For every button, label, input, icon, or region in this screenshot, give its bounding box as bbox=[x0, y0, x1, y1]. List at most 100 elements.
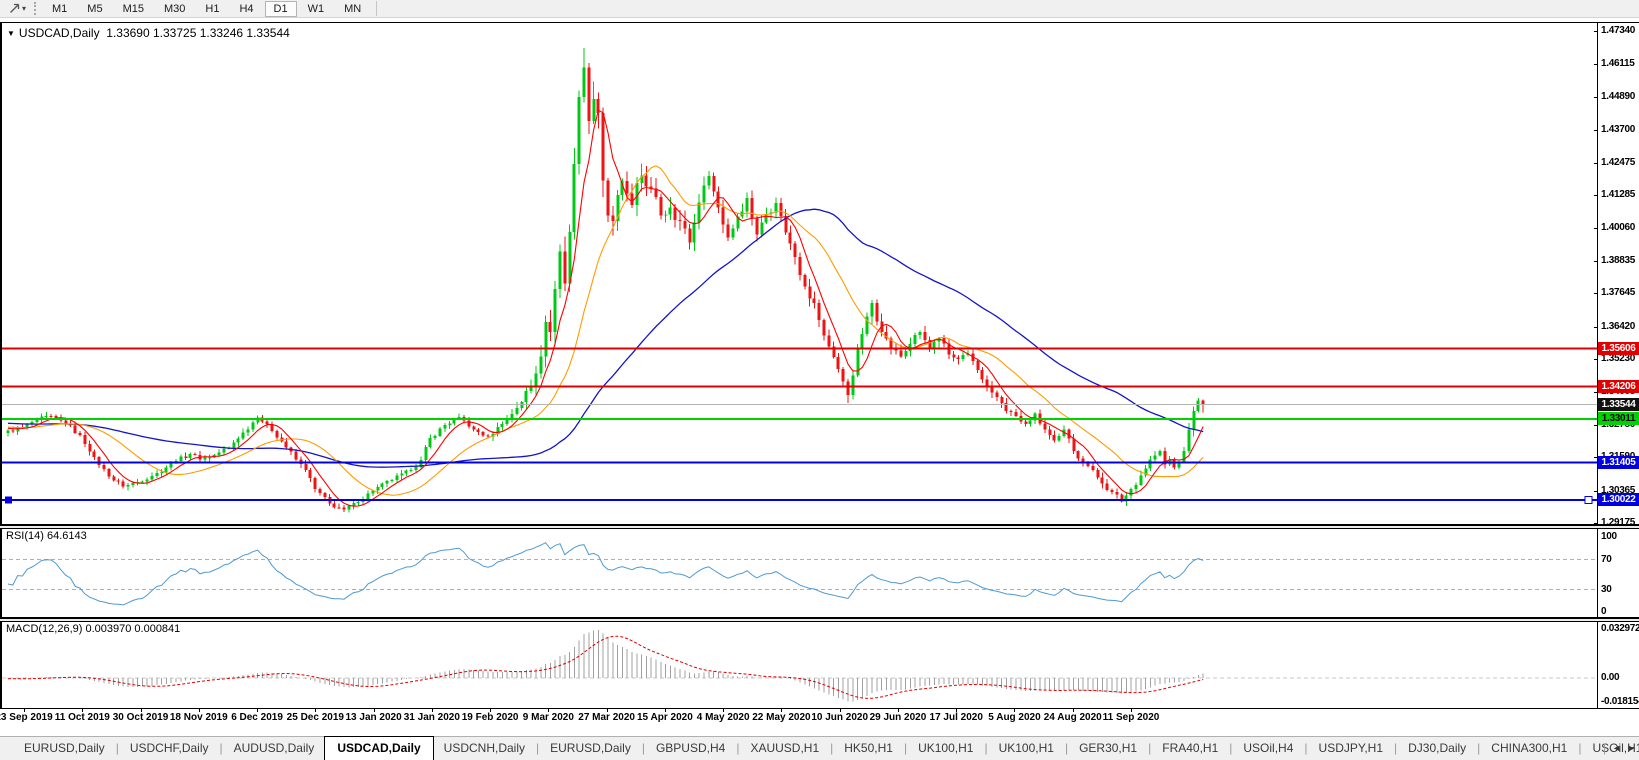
chart-tab-usdchf-daily[interactable]: USDCHF,Daily bbox=[129, 741, 209, 755]
date-axis-label: 30 Oct 2019 bbox=[112, 712, 169, 723]
candles-layer bbox=[6, 47, 1205, 513]
price-axis-label: 1.42475 bbox=[1601, 156, 1636, 168]
price-axis-tick bbox=[1594, 64, 1598, 66]
toolbar-grip bbox=[34, 2, 37, 15]
price-axis-tick bbox=[1594, 261, 1598, 263]
horizontal-lines-layer[interactable] bbox=[2, 347, 1597, 504]
date-axis-label: 15 Apr 2020 bbox=[637, 712, 693, 723]
date-axis-tick bbox=[1131, 709, 1132, 712]
tab-separator: | bbox=[1229, 741, 1233, 755]
price-axis-tick bbox=[1594, 392, 1598, 394]
date-axis-tick bbox=[82, 709, 84, 712]
macd-pane-separator[interactable] bbox=[0, 617, 1639, 622]
date-axis-label: 31 Jan 2020 bbox=[403, 712, 460, 723]
moving-averages-layer bbox=[7, 109, 1204, 507]
main-price-pane[interactable] bbox=[2, 47, 1597, 513]
timeframe-button-m30[interactable]: M30 bbox=[163, 2, 186, 15]
price-axis-tick bbox=[1594, 490, 1598, 492]
macd-axis-max: 0.032972 bbox=[1601, 623, 1639, 634]
timeframe-button-mn[interactable]: MN bbox=[344, 2, 362, 15]
macd-pane[interactable] bbox=[2, 630, 1597, 702]
date-axis-label: 22 May 2020 bbox=[752, 712, 811, 723]
date-axis-tick bbox=[723, 709, 725, 712]
timeframe-button-h1[interactable]: H1 bbox=[205, 2, 220, 15]
chart-tab-fra40-h1[interactable]: FRA40,H1 bbox=[1162, 741, 1219, 755]
tab-separator: | bbox=[1394, 741, 1398, 755]
chart-ohlc-values: 1.33690 1.33725 1.33246 1.33544 bbox=[106, 26, 290, 40]
rsi-line bbox=[7, 542, 1204, 606]
timeframe-button-h4[interactable]: H4 bbox=[239, 2, 254, 15]
tab-scroll-left-icon[interactable]: ◄ bbox=[1612, 743, 1622, 753]
chart-tab-xauusd-h1[interactable]: XAUUSD,H1 bbox=[750, 741, 820, 755]
timeframe-toolbar: ▾ M1 M5 M15 M30 H1 H4 D1 W1 MN bbox=[0, 0, 1639, 18]
price-axis-tick bbox=[1594, 97, 1598, 99]
cursor-tool-button[interactable]: ▾ bbox=[4, 1, 30, 17]
chart-bottom-border bbox=[0, 708, 1639, 709]
chart-tab-uk100-h1[interactable]: UK100,H1 bbox=[998, 741, 1054, 755]
rsi-indicator-label: RSI(14) 64.6143 bbox=[6, 530, 87, 542]
chart-tab-usdjpy-h1[interactable]: USDJPY,H1 bbox=[1318, 741, 1384, 755]
timeframe-button-m15[interactable]: M15 bbox=[122, 2, 144, 15]
tab-separator: | bbox=[830, 741, 834, 755]
date-axis-tick bbox=[315, 709, 317, 712]
date-axis-label: 11 Oct 2019 bbox=[54, 712, 110, 723]
timeframe-button-m1[interactable]: M1 bbox=[52, 2, 68, 15]
tab-separator: | bbox=[115, 741, 119, 755]
chart-tab-audusd-daily[interactable]: AUDUSD,Daily bbox=[233, 741, 315, 755]
price-axis-tick bbox=[1594, 293, 1598, 295]
timeframe-button-m5[interactable]: M5 bbox=[87, 2, 103, 15]
price-axis-label: 1.46115 bbox=[1601, 58, 1635, 70]
macd-axis-min: -0.018154 bbox=[1601, 696, 1639, 707]
date-axis-tick bbox=[431, 709, 433, 712]
timeframe-button-d1[interactable]: D1 bbox=[264, 0, 297, 17]
hline-handle-right[interactable] bbox=[1584, 495, 1593, 504]
tab-scroll-right-icon[interactable]: ► bbox=[1627, 743, 1636, 753]
hline-handle-left[interactable] bbox=[5, 496, 12, 504]
date-axis-label: 17 Jul 2020 bbox=[929, 712, 983, 723]
rsi-axis-label: 30 bbox=[1601, 583, 1612, 595]
chart-tab-gbpusd-h4[interactable]: GBPUSD,H4 bbox=[655, 741, 726, 755]
date-axis-label: 9 Mar 2020 bbox=[522, 712, 574, 723]
price-badge-1.33011: 1.33011 bbox=[1598, 412, 1639, 426]
price-axis-label: 1.41285 bbox=[1601, 188, 1636, 200]
date-axis-tick bbox=[373, 709, 375, 712]
date-axis-tick bbox=[1072, 709, 1074, 712]
date-axis-label: 27 Mar 2020 bbox=[578, 712, 635, 723]
chart-window-top-border bbox=[0, 22, 1639, 23]
rsi-pane[interactable] bbox=[2, 542, 1597, 606]
toolbar-separator bbox=[376, 1, 378, 16]
date-axis-tick bbox=[257, 709, 259, 712]
price-axis-tick bbox=[1594, 162, 1598, 164]
price-axis-tick bbox=[1594, 522, 1598, 524]
date-axis-tick bbox=[1014, 709, 1016, 712]
chart-tab-usdcnh-daily[interactable]: USDCNH,Daily bbox=[443, 741, 526, 755]
tab-separator: | bbox=[1148, 741, 1152, 755]
chart-tab-eurusd-daily[interactable]: EURUSD,Daily bbox=[24, 741, 105, 755]
price-badge-1.33544: 1.33544 bbox=[1598, 398, 1639, 412]
chart-tab-hk50-h1[interactable]: HK50,H1 bbox=[844, 741, 893, 755]
chart-tab-ger30-h1[interactable]: GER30,H1 bbox=[1079, 741, 1138, 755]
date-axis-label: 5 Aug 2020 bbox=[988, 712, 1041, 723]
chart-canvas[interactable] bbox=[0, 0, 1639, 712]
tab-separator: | bbox=[641, 741, 645, 755]
chart-tab-usoil-h1[interactable]: USOil,H1 bbox=[1592, 741, 1639, 755]
macd-indicator-label: MACD(12,26,9) 0.003970 0.000841 bbox=[6, 623, 181, 635]
chart-symbol-label: USDCAD,Daily bbox=[18, 26, 100, 40]
macd-axis-zero: 0.00 bbox=[1601, 672, 1620, 683]
timeframe-button-w1[interactable]: W1 bbox=[307, 2, 325, 15]
date-axis-label: 13 Jan 2020 bbox=[345, 712, 402, 723]
chart-tab-uk100-h1[interactable]: UK100,H1 bbox=[918, 741, 974, 755]
chart-tab-china300-h1[interactable]: CHINA300,H1 bbox=[1491, 741, 1568, 755]
price-axis-tick bbox=[1594, 129, 1598, 131]
price-axis-label: 1.30365 bbox=[1601, 484, 1636, 496]
date-axis-label: 24 Aug 2020 bbox=[1043, 712, 1102, 723]
chart-tab-eurusd-daily[interactable]: EURUSD,Daily bbox=[550, 741, 631, 755]
chart-tab-dj30-daily[interactable]: DJ30,Daily bbox=[1408, 741, 1467, 755]
price-axis-tick bbox=[1594, 228, 1598, 230]
tab-separator: | bbox=[536, 741, 540, 755]
chart-tab-usoil-h4[interactable]: USOil,H4 bbox=[1243, 741, 1294, 755]
tab-separator: | bbox=[1578, 741, 1582, 755]
rsi-pane-separator[interactable] bbox=[0, 524, 1639, 529]
chart-menu-icon[interactable]: ▼ bbox=[7, 29, 15, 38]
chart-tab-usdcad-daily[interactable]: USDCAD,Daily bbox=[324, 736, 434, 760]
